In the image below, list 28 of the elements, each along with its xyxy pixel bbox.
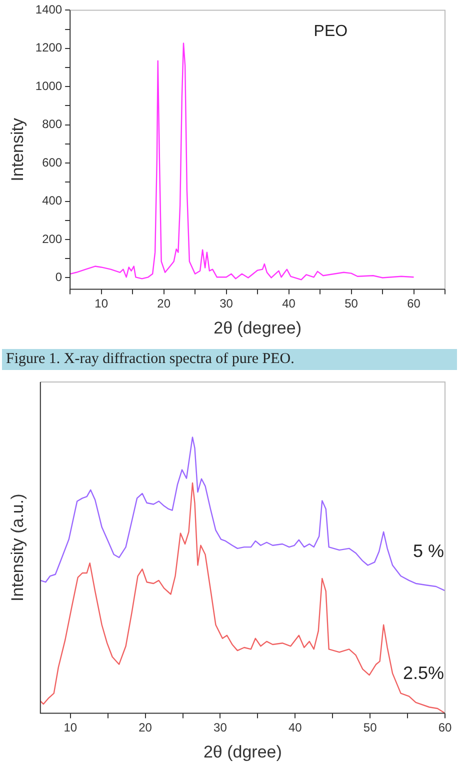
y-tick-label: 1200 bbox=[35, 40, 62, 55]
y-tick-label: 200 bbox=[42, 232, 62, 246]
y-tick-label: 400 bbox=[42, 194, 62, 208]
x-tick-label: 20 bbox=[138, 720, 152, 735]
x-tick-label: 60 bbox=[438, 720, 452, 735]
caption: Figure 1. X-ray diffraction spectra of pure PEO. bbox=[2, 349, 457, 370]
x-tick-label: 40 bbox=[282, 296, 296, 311]
x-tick-label: 20 bbox=[157, 296, 171, 311]
x-axis-title: 2θ (degree) bbox=[214, 318, 302, 338]
x-axis-title: 2θ (dgree) bbox=[203, 742, 282, 762]
x-tick-label: 50 bbox=[344, 296, 358, 311]
x-tick-label: 10 bbox=[94, 296, 108, 311]
x-tick-label: 30 bbox=[214, 720, 228, 735]
y-tick-label: 1000 bbox=[35, 78, 62, 93]
x-tick-label: 50 bbox=[363, 720, 378, 735]
x-tick-label: 40 bbox=[288, 720, 302, 735]
series-label: 2.5% bbox=[402, 663, 444, 684]
y-axis-title: Intensity bbox=[8, 118, 27, 182]
series-label: 5 % bbox=[412, 541, 444, 562]
x-tick-label: 30 bbox=[220, 296, 234, 311]
x-tick-label: 60 bbox=[407, 296, 421, 311]
y-axis-title: Intensity (a.u.) bbox=[8, 494, 27, 602]
y-tick-label: 800 bbox=[42, 117, 62, 132]
y-tick-label: 1400 bbox=[35, 2, 62, 17]
text: PEO bbox=[314, 23, 348, 40]
y-tick-label: 0 bbox=[55, 270, 62, 284]
x-tick-label: 10 bbox=[64, 720, 78, 735]
y-tick-label: 600 bbox=[42, 155, 62, 170]
